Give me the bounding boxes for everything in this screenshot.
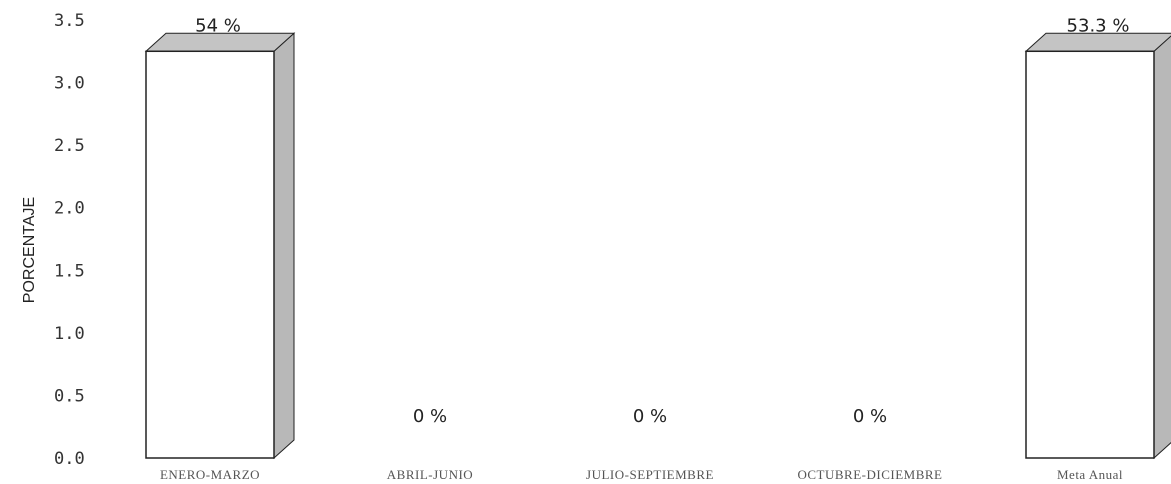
bar-side-face: [273, 32, 295, 460]
data-label: 0 %: [853, 406, 887, 427]
y-tick-label: 2.0: [54, 199, 85, 219]
x-category-label: ABRIL-JUNIO: [387, 467, 473, 482]
x-category-label: OCTUBRE-DICIEMBRE: [798, 467, 943, 482]
x-category-label: ENERO-MARZO: [160, 467, 260, 482]
y-axis-title: PORCENTAJE: [21, 197, 38, 303]
bars-group: [144, 32, 1171, 460]
bar-front-face: [145, 50, 275, 459]
data-label: 0 %: [413, 406, 447, 427]
data-label: 53.3 %: [1067, 15, 1130, 36]
x-category-label: Meta Anual: [1057, 467, 1123, 482]
x-category-label: JULIO-SEPTIEMBRE: [586, 467, 714, 482]
y-tick-label: 0.0: [54, 449, 85, 469]
x-axis-categories: ENERO-MARZO ABRIL-JUNIO JULIO-SEPTIEMBRE OC…: [160, 467, 1123, 482]
y-tick-label: 1.0: [54, 324, 85, 344]
y-tick-label: 1.5: [54, 261, 85, 281]
bar-front-face: [1025, 50, 1155, 459]
data-label: 0 %: [633, 406, 667, 427]
data-labels-group: 54 % 0 % 0 % 0 % 53.3 %: [195, 15, 1129, 427]
y-tick-label: 3.5: [54, 11, 85, 31]
y-axis-ticks: 0.0 0.5 1.0 1.5 2.0 2.5 3.0 3.5: [54, 11, 85, 469]
bar: [144, 32, 296, 460]
bar-side-face: [1153, 35, 1171, 460]
bar: [1024, 32, 1171, 460]
y-axis-title-group: PORCENTAJE: [21, 197, 38, 303]
y-tick-label: 0.5: [54, 386, 85, 406]
y-tick-label: 2.5: [54, 136, 85, 156]
y-tick-label: 3.0: [54, 74, 85, 94]
data-label: 54 %: [195, 15, 241, 36]
